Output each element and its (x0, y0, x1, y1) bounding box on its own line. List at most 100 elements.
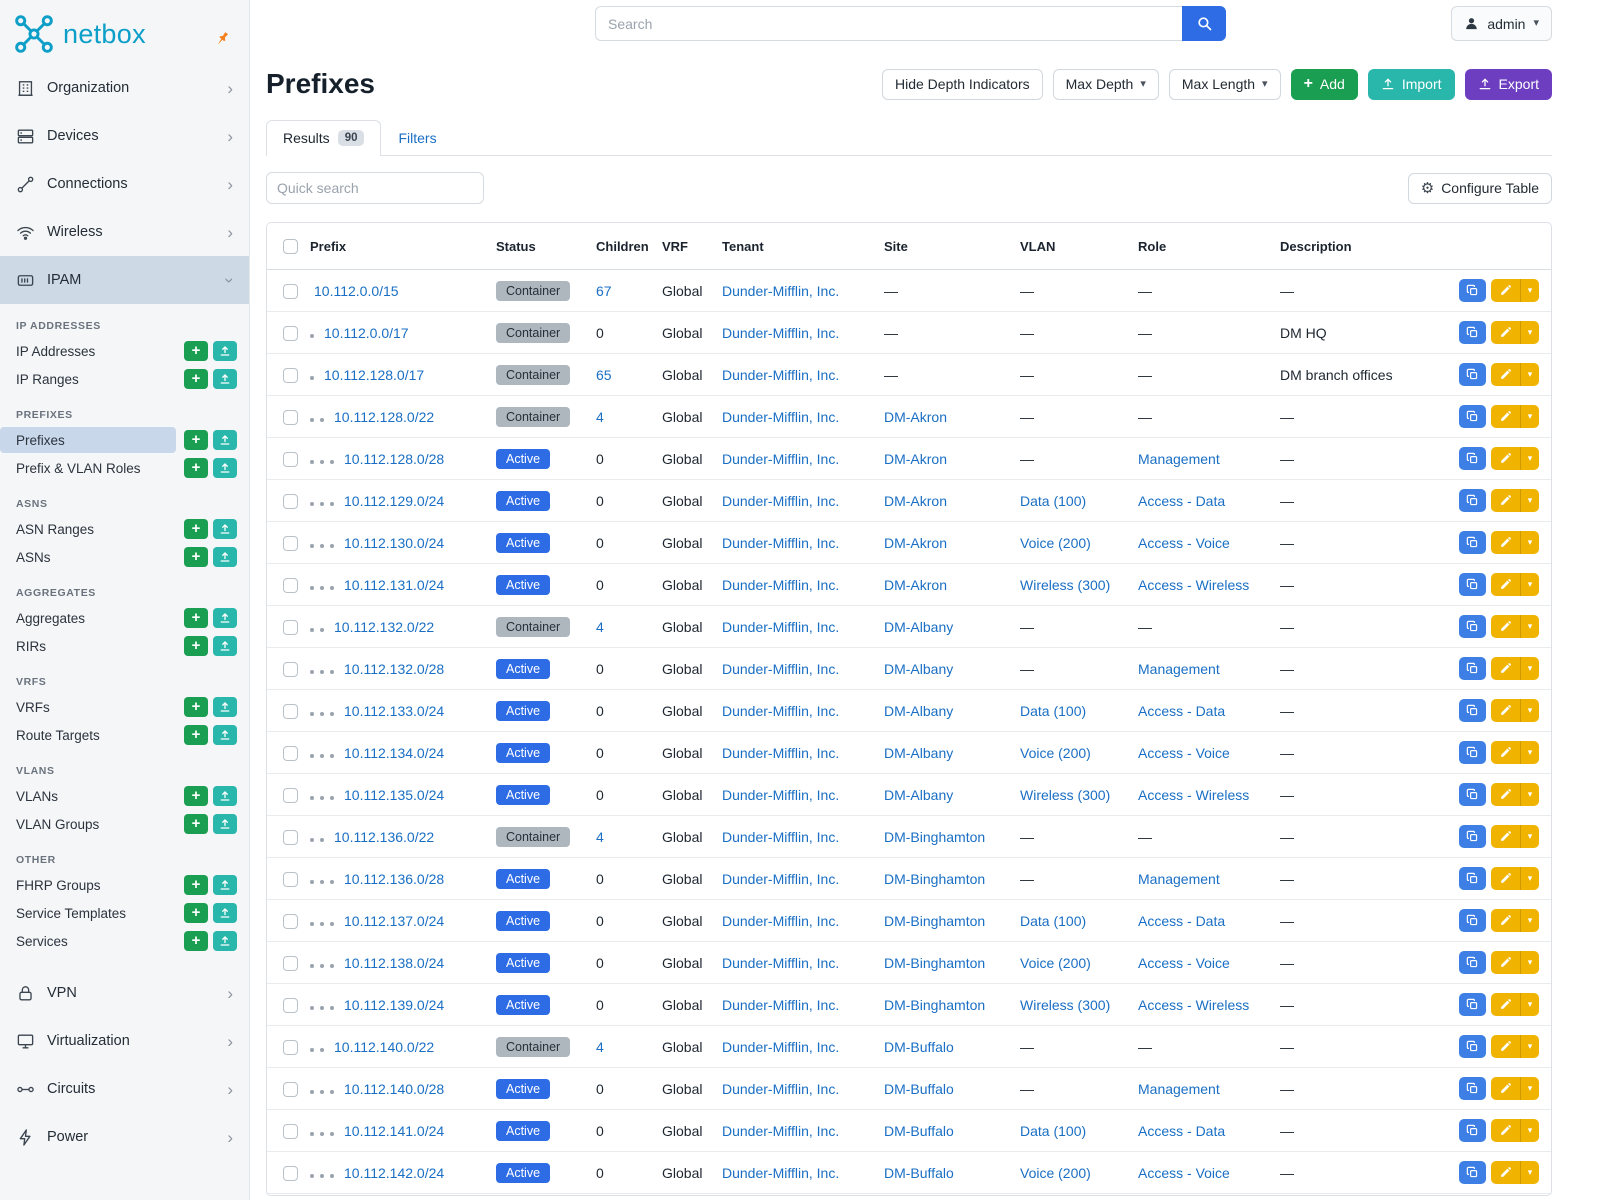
quick-search-input[interactable] (266, 172, 484, 204)
edit-dropdown-button[interactable]: ▾ (1520, 1119, 1539, 1143)
add-button[interactable]: + (184, 725, 208, 745)
children-link[interactable]: 4 (596, 828, 604, 845)
prefix-link[interactable]: 10.112.132.0/28 (344, 660, 445, 677)
edit-button[interactable] (1491, 825, 1520, 849)
vlan-link[interactable]: Voice (200) (1020, 744, 1091, 761)
sidebar-link[interactable]: RIRs (0, 633, 176, 659)
copy-button[interactable] (1459, 531, 1486, 555)
copy-button[interactable] (1459, 741, 1486, 765)
copy-button[interactable] (1459, 1161, 1486, 1185)
copy-button[interactable] (1459, 363, 1486, 387)
edit-dropdown-button[interactable]: ▾ (1520, 1161, 1539, 1185)
prefix-link[interactable]: 10.112.128.0/28 (344, 450, 445, 467)
sidebar-link[interactable]: FHRP Groups (0, 872, 176, 898)
prefix-link[interactable]: 10.112.134.0/24 (344, 744, 445, 761)
add-button[interactable]: + (184, 341, 208, 361)
site-link[interactable]: DM-Albany (884, 618, 954, 635)
import-button[interactable] (213, 786, 237, 806)
prefix-link[interactable]: 10.112.136.0/22 (334, 828, 435, 845)
tenant-link[interactable]: Dunder-Mifflin, Inc. (722, 744, 840, 761)
role-link[interactable]: Access - Data (1138, 912, 1226, 929)
prefix-link[interactable]: 10.112.0.0/15 (314, 282, 399, 299)
column-header-vlan[interactable]: VLAN (1010, 223, 1128, 271)
row-checkbox[interactable] (283, 283, 298, 299)
row-checkbox[interactable] (283, 661, 298, 677)
copy-button[interactable] (1459, 951, 1486, 975)
column-header-prefix[interactable]: Prefix (300, 223, 486, 271)
role-link[interactable]: Management (1138, 1080, 1220, 1097)
copy-button[interactable] (1459, 867, 1486, 891)
sidebar-link[interactable]: VLAN Groups (0, 811, 176, 837)
site-link[interactable]: DM-Akron (884, 492, 948, 509)
vlan-link[interactable]: Wireless (300) (1020, 996, 1111, 1013)
edit-button[interactable] (1491, 489, 1520, 513)
site-link[interactable]: DM-Buffalo (884, 1080, 954, 1097)
row-checkbox[interactable] (283, 325, 298, 341)
role-link[interactable]: Access - Wireless (1138, 576, 1250, 593)
tenant-link[interactable]: Dunder-Mifflin, Inc. (722, 1164, 840, 1181)
column-header-tenant[interactable]: Tenant (712, 223, 874, 271)
sidebar-link[interactable]: ASNs (0, 544, 176, 570)
edit-button[interactable] (1491, 573, 1520, 597)
edit-button[interactable] (1491, 951, 1520, 975)
brand[interactable]: netbox (0, 0, 249, 64)
edit-button[interactable] (1491, 405, 1520, 429)
prefix-link[interactable]: 10.112.141.0/24 (344, 1122, 445, 1139)
sidebar-link[interactable]: Service Templates (0, 900, 176, 926)
add-button[interactable]: + Add (1290, 68, 1358, 100)
site-link[interactable]: DM-Buffalo (884, 1038, 954, 1055)
vlan-link[interactable]: Wireless (300) (1020, 576, 1111, 593)
edit-button[interactable] (1491, 531, 1520, 555)
copy-button[interactable] (1459, 489, 1486, 513)
prefix-link[interactable]: 10.112.140.0/28 (344, 1080, 445, 1097)
tenant-link[interactable]: Dunder-Mifflin, Inc. (722, 996, 840, 1013)
row-checkbox[interactable] (283, 997, 298, 1013)
add-button[interactable]: + (184, 786, 208, 806)
prefix-link[interactable]: 10.112.142.0/24 (344, 1164, 445, 1181)
sidebar-item-power[interactable]: Power › (0, 1113, 249, 1161)
site-link[interactable]: DM-Buffalo (884, 1122, 954, 1139)
import-button[interactable] (213, 369, 237, 389)
add-button[interactable]: + (184, 547, 208, 567)
select-all-checkbox[interactable] (283, 239, 298, 255)
row-checkbox[interactable] (283, 829, 298, 845)
import-button[interactable] (213, 608, 237, 628)
edit-button[interactable] (1491, 1119, 1520, 1143)
edit-button[interactable] (1491, 1161, 1520, 1185)
prefix-link[interactable]: 10.112.137.0/24 (344, 912, 445, 929)
copy-button[interactable] (1459, 909, 1486, 933)
vlan-link[interactable]: Data (100) (1020, 912, 1087, 929)
role-link[interactable]: Access - Data (1138, 1122, 1226, 1139)
column-header-site[interactable]: Site (874, 223, 1010, 271)
tenant-link[interactable]: Dunder-Mifflin, Inc. (722, 954, 840, 971)
row-checkbox[interactable] (283, 955, 298, 971)
tenant-link[interactable]: Dunder-Mifflin, Inc. (722, 660, 840, 677)
tenant-link[interactable]: Dunder-Mifflin, Inc. (722, 450, 840, 467)
import-button[interactable] (213, 341, 237, 361)
edit-dropdown-button[interactable]: ▾ (1520, 321, 1539, 345)
row-checkbox[interactable] (283, 1081, 298, 1097)
import-button[interactable] (213, 697, 237, 717)
prefix-link[interactable]: 10.112.130.0/24 (344, 534, 445, 551)
children-link[interactable]: 4 (596, 1038, 604, 1055)
prefix-link[interactable]: 10.112.140.0/22 (334, 1038, 435, 1055)
site-link[interactable]: DM-Akron (884, 450, 948, 467)
children-link[interactable]: 4 (596, 408, 604, 425)
search-input[interactable] (595, 6, 1182, 41)
export-button[interactable]: Export (1464, 68, 1552, 100)
copy-button[interactable] (1459, 657, 1486, 681)
prefix-link[interactable]: 10.112.0.0/17 (324, 324, 409, 341)
role-link[interactable]: Management (1138, 870, 1220, 887)
max-length-dropdown[interactable]: Max Length ▾ (1168, 68, 1281, 100)
import-button[interactable] (213, 725, 237, 745)
row-checkbox[interactable] (283, 367, 298, 383)
copy-button[interactable] (1459, 615, 1486, 639)
user-menu-button[interactable]: admin ▾ (1451, 6, 1552, 41)
edit-dropdown-button[interactable]: ▾ (1520, 657, 1539, 681)
role-link[interactable]: Access - Data (1138, 702, 1226, 719)
tenant-link[interactable]: Dunder-Mifflin, Inc. (722, 324, 840, 341)
row-checkbox[interactable] (283, 577, 298, 593)
tenant-link[interactable]: Dunder-Mifflin, Inc. (722, 618, 840, 635)
hide-depth-indicators-button[interactable]: Hide Depth Indicators (882, 68, 1043, 100)
role-link[interactable]: Access - Voice (1138, 534, 1230, 551)
